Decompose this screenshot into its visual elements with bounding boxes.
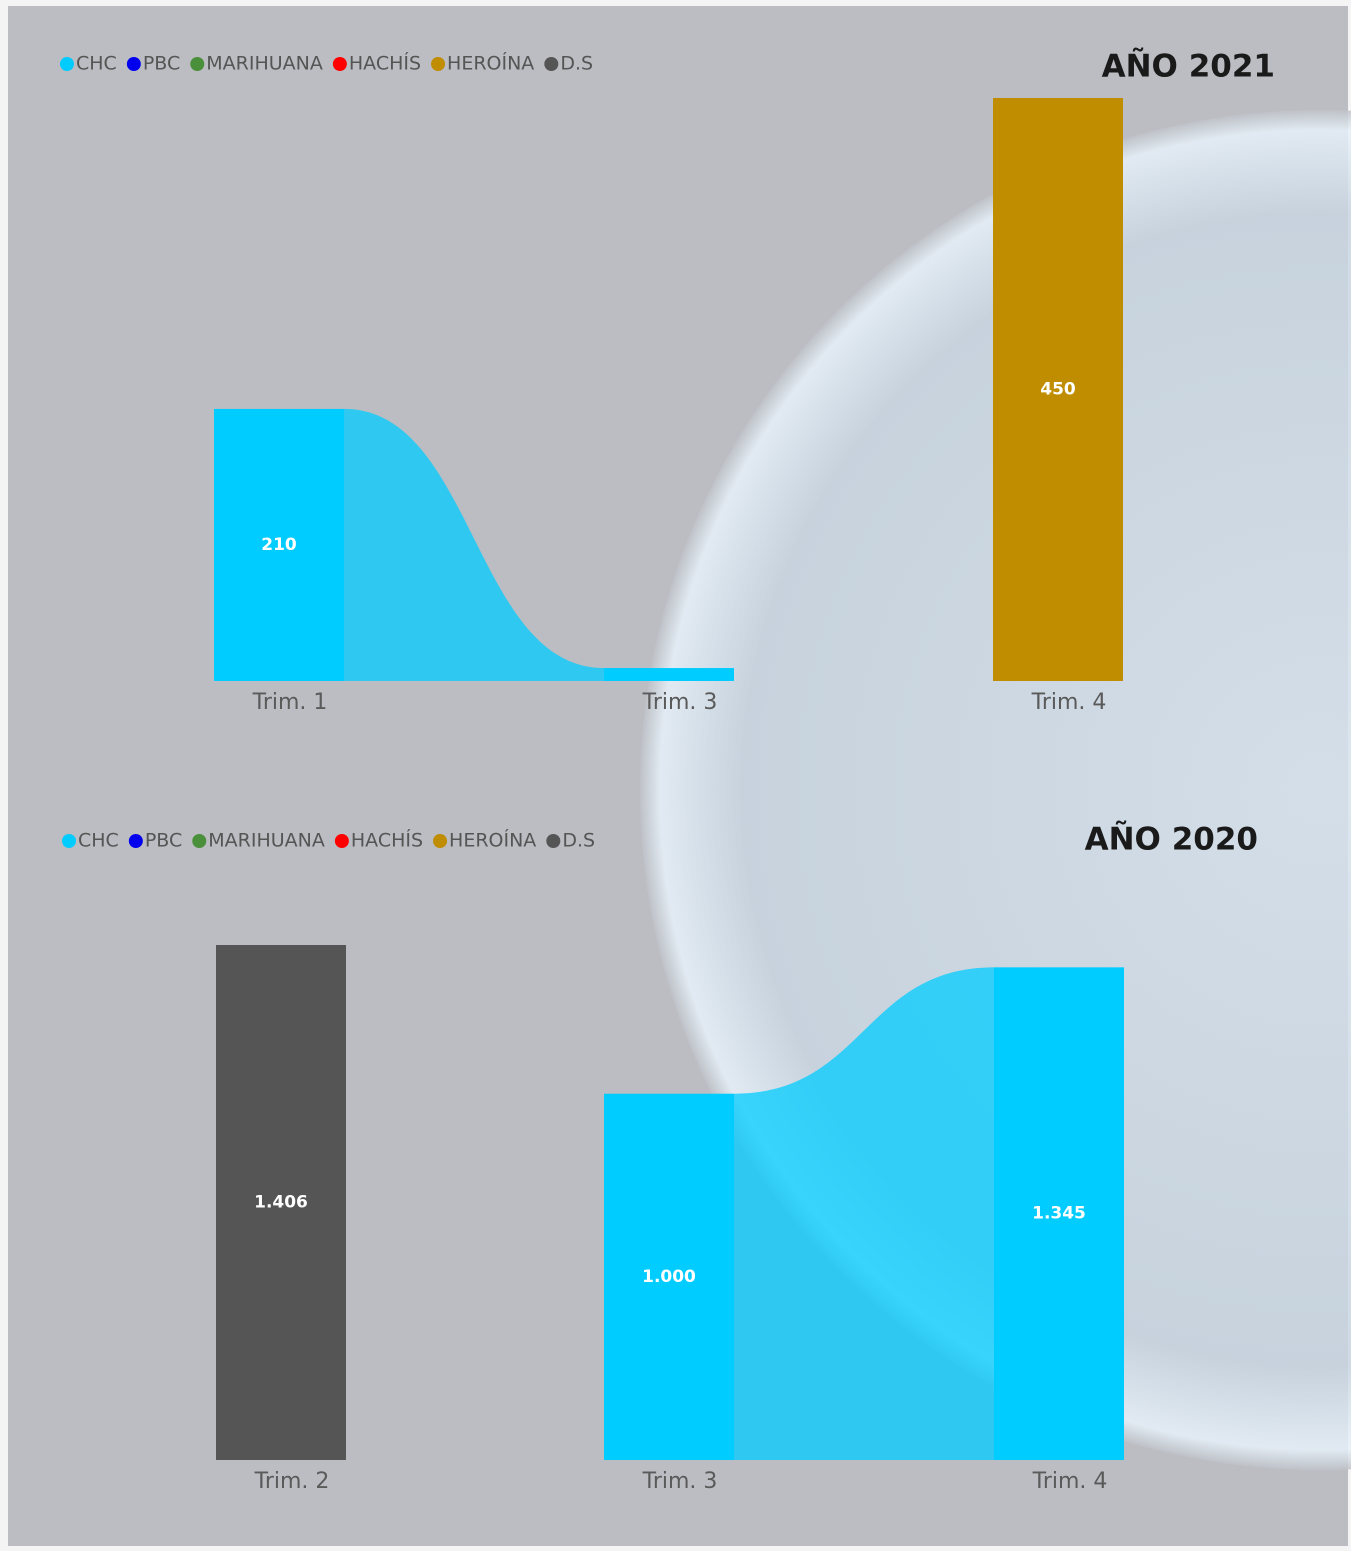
legend-label: HEROÍNA bbox=[447, 52, 534, 75]
legend-marker bbox=[431, 57, 446, 71]
data-label: 1.000 bbox=[642, 1267, 696, 1287]
legend-marker bbox=[546, 834, 561, 848]
data-label: 1.406 bbox=[254, 1193, 308, 1213]
x-tick-label: Trim. 3 bbox=[642, 690, 718, 715]
legend-label: CHC bbox=[76, 53, 117, 75]
bar bbox=[994, 967, 1124, 1460]
data-label: 1.345 bbox=[1032, 1204, 1086, 1224]
legend-marker bbox=[62, 834, 76, 848]
legend-marker bbox=[544, 57, 559, 71]
legend-label: HEROÍNA bbox=[449, 829, 536, 852]
legend-label: PBC bbox=[143, 53, 180, 75]
x-tick-label: Trim. 1 bbox=[252, 690, 328, 715]
legend-label: D.S bbox=[560, 53, 593, 75]
data-label: 450 bbox=[1040, 380, 1076, 400]
legend-label: CHC bbox=[78, 830, 119, 852]
legend-label: D.S bbox=[562, 830, 595, 852]
legend-marker bbox=[126, 57, 141, 71]
legend-label: MARIHUANA bbox=[208, 830, 325, 852]
legend-label: HACHÍS bbox=[349, 52, 421, 75]
x-tick-label: Trim. 4 bbox=[1032, 1469, 1108, 1494]
chart-title: AÑO 2021 bbox=[1102, 48, 1275, 85]
legend-label: HACHÍS bbox=[351, 829, 423, 852]
ribbon bbox=[344, 408, 604, 681]
x-tick-label: Trim. 4 bbox=[1031, 690, 1107, 715]
legend-marker bbox=[433, 834, 448, 848]
x-tick-label: Trim. 3 bbox=[642, 1469, 718, 1494]
ribbon bbox=[734, 967, 994, 1460]
chart-title: AÑO 2020 bbox=[1085, 821, 1258, 858]
bar bbox=[604, 668, 734, 681]
bar bbox=[214, 408, 344, 681]
legend-label: PBC bbox=[145, 830, 182, 852]
x-tick-label: Trim. 2 bbox=[254, 1469, 330, 1494]
legend-marker bbox=[334, 834, 349, 848]
bar bbox=[216, 945, 346, 1460]
legend-marker bbox=[190, 57, 205, 71]
legend-marker bbox=[128, 834, 143, 848]
legend-label: MARIHUANA bbox=[206, 53, 323, 75]
bar bbox=[604, 1093, 734, 1460]
legend-marker bbox=[192, 834, 207, 848]
legend-marker bbox=[332, 57, 347, 71]
data-label: 210 bbox=[261, 535, 297, 555]
legend-marker bbox=[60, 57, 74, 71]
bar bbox=[993, 98, 1123, 681]
